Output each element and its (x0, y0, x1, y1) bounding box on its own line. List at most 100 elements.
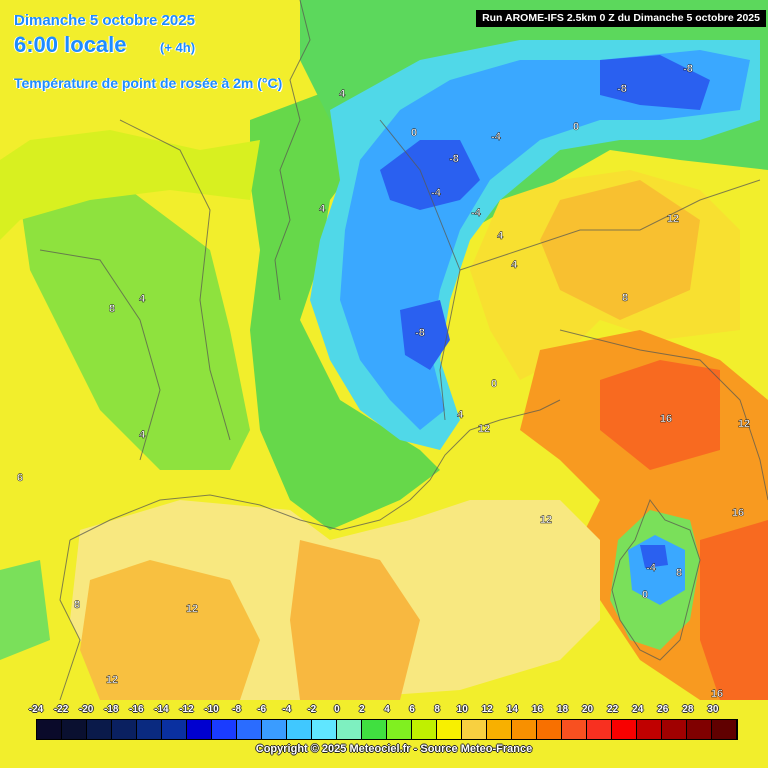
contour-value-label: 0 (642, 589, 648, 601)
corsica-outline (611, 498, 701, 661)
colorbar-swatch (512, 720, 537, 739)
colorbar-tick-label: -10 (204, 704, 219, 715)
colorbar-tick-label: 18 (556, 704, 569, 715)
contour-value-label: 16 (711, 688, 723, 700)
field-central-green (250, 90, 440, 530)
contour-value-label: 4 (319, 203, 326, 215)
colorbar-swatch (62, 720, 87, 739)
colorbar-tick-label: -16 (129, 704, 144, 715)
colorbar-swatch (112, 720, 137, 739)
colorbar-swatch (337, 720, 362, 739)
colorbar-swatch (137, 720, 162, 739)
border-france-switzerland (274, 0, 311, 301)
colorbar-tick-label: 4 (384, 704, 390, 715)
colorbar-swatch (487, 720, 512, 739)
colorbar-swatch (262, 720, 287, 739)
run-banner: Run AROME-IFS 2.5km 0 Z du Dimanche 5 oc… (476, 10, 766, 27)
colorbar-swatch (212, 720, 237, 739)
field-corsica-core (640, 545, 668, 568)
contour-value-label: -4 (471, 207, 482, 219)
colorbar-swatch (587, 720, 612, 739)
colorbar-tick-label: 24 (632, 704, 644, 715)
field-red-warm (600, 360, 720, 470)
contour-labels: 4 -8 -8 0 -4 0 -8 -4 4 -4 12 4 4 -8 8 4 0 8 12 16 12 4 6 12 16 -4… (17, 63, 751, 700)
contour-value-label: 12 (478, 423, 490, 435)
colorbar-swatch (687, 720, 712, 739)
copyright-text: Copyright © 2025 Meteociel.fr - Source M… (255, 743, 533, 755)
parameter-title: Température de point de rosée à 2m (°C) (14, 75, 283, 91)
field-blue-core-2 (400, 300, 450, 370)
contour-value-label: 4 (339, 88, 346, 100)
colorbar-swatch (662, 720, 687, 739)
colorbar-tick-label: 2 (359, 704, 365, 715)
field-blue-core-3 (600, 55, 710, 110)
contour-value-label: 6 (17, 472, 23, 484)
border-spain (59, 539, 81, 701)
contour-value-label: 12 (540, 514, 552, 526)
contour-value-label: 0 (491, 378, 497, 390)
colorbar-swatch (162, 720, 187, 739)
colorbar-tick-label: 30 (707, 704, 719, 715)
colorbar-tick-label: 14 (506, 704, 518, 715)
contour-value-label: -8 (683, 63, 693, 75)
colorbar-tick-label: 6 (409, 704, 415, 715)
colorbar-tick-label: 16 (531, 704, 543, 715)
colorbar-swatch (562, 720, 587, 739)
contour-value-label: 4 (139, 429, 146, 441)
contour-value-label: 16 (660, 413, 672, 425)
colorbar-swatch (287, 720, 312, 739)
contour-value-label: 12 (667, 213, 679, 225)
colorbar (36, 719, 738, 740)
lead-time: (+ 4h) (160, 40, 196, 55)
temperature-fields (0, 0, 768, 700)
forecast-date: Dimanche 5 octobre 2025 (14, 12, 195, 29)
contour-value-label: 12 (186, 603, 198, 615)
colorbar-swatch (637, 720, 662, 739)
border-dept-2 (39, 249, 161, 461)
contour-value-label: 8 (622, 292, 628, 304)
contour-value-label: 8 (109, 303, 115, 315)
contour-value-label: -8 (617, 83, 627, 95)
contour-value-label: -4 (646, 562, 657, 574)
colorbar-tick-labels: -24 -22 -20 -18 -16 -14 -12 -10 -8 -6 -4 -2 0 2 4 6 8 10 1… (0, 704, 768, 718)
colorbar-swatch (362, 720, 387, 739)
colorbar-tick-label: 22 (607, 704, 619, 715)
contour-value-label: 12 (738, 418, 750, 430)
colorbar-tick-label: -24 (28, 704, 44, 715)
colorbar-tick-label: 12 (481, 704, 493, 715)
contour-value-label: -4 (431, 187, 442, 199)
field-west-sea-green (0, 560, 50, 660)
contour-value-label: 4 (457, 409, 464, 421)
colorbar-swatch (237, 720, 262, 739)
field-blue-core-1 (380, 140, 480, 210)
field-sea-orange-sw (80, 560, 260, 700)
contour-value-label: 12 (106, 674, 118, 686)
colorbar-swatch (412, 720, 437, 739)
contour-value-label: 4 (497, 230, 504, 242)
field-south-orange (290, 540, 420, 700)
colorbar-tick-label: -22 (53, 704, 69, 715)
coastline-riviera (469, 399, 561, 431)
colorbar-tick-label: -6 (257, 704, 267, 715)
colorbar-tick-label: 8 (434, 704, 440, 715)
borders (39, 0, 768, 701)
colorbar-tick-label: 26 (657, 704, 669, 715)
colorbar-swatch (612, 720, 637, 739)
contour-value-label: 4 (511, 259, 518, 271)
border-dept-1 (119, 119, 231, 441)
contour-value-label: 16 (732, 507, 744, 519)
colorbar-swatch (312, 720, 337, 739)
contour-value-label: 0 (411, 127, 417, 139)
coastline-italy (559, 329, 768, 501)
colorbar-tick-label: -20 (78, 704, 94, 715)
colorbar-tick-label: 28 (682, 704, 694, 715)
contour-value-label: 0 (573, 121, 579, 133)
field-red-se (700, 520, 768, 700)
colorbar-swatch (187, 720, 212, 739)
field-nw-yellow (0, 130, 260, 240)
border-italy-north (459, 179, 761, 271)
colorbar-tick-label: -14 (154, 704, 169, 715)
field-orange-east (540, 180, 700, 320)
colorbar-tick-label: 0 (334, 704, 340, 715)
